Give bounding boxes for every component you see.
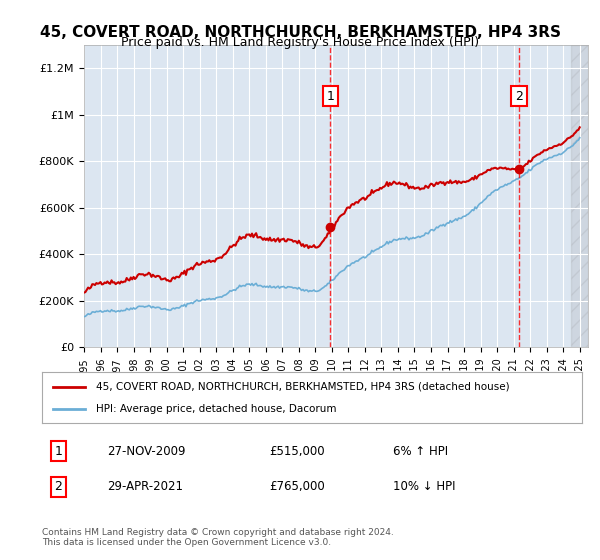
Text: Price paid vs. HM Land Registry's House Price Index (HPI): Price paid vs. HM Land Registry's House … [121, 36, 479, 49]
Text: 6% ↑ HPI: 6% ↑ HPI [393, 445, 448, 458]
Text: £515,000: £515,000 [269, 445, 325, 458]
Text: £765,000: £765,000 [269, 480, 325, 493]
Text: Contains HM Land Registry data © Crown copyright and database right 2024.
This d: Contains HM Land Registry data © Crown c… [42, 528, 394, 547]
Text: 2: 2 [54, 480, 62, 493]
Text: HPI: Average price, detached house, Dacorum: HPI: Average price, detached house, Daco… [96, 404, 337, 414]
Text: 10% ↓ HPI: 10% ↓ HPI [393, 480, 455, 493]
Text: 27-NOV-2009: 27-NOV-2009 [107, 445, 185, 458]
Text: 45, COVERT ROAD, NORTHCHURCH, BERKHAMSTED, HP4 3RS (detached house): 45, COVERT ROAD, NORTHCHURCH, BERKHAMSTE… [96, 381, 509, 391]
Text: 1: 1 [54, 445, 62, 458]
Text: 45, COVERT ROAD, NORTHCHURCH, BERKHAMSTED, HP4 3RS: 45, COVERT ROAD, NORTHCHURCH, BERKHAMSTE… [40, 25, 560, 40]
Text: 29-APR-2021: 29-APR-2021 [107, 480, 183, 493]
Text: 1: 1 [326, 90, 334, 102]
Text: 2: 2 [515, 90, 523, 102]
